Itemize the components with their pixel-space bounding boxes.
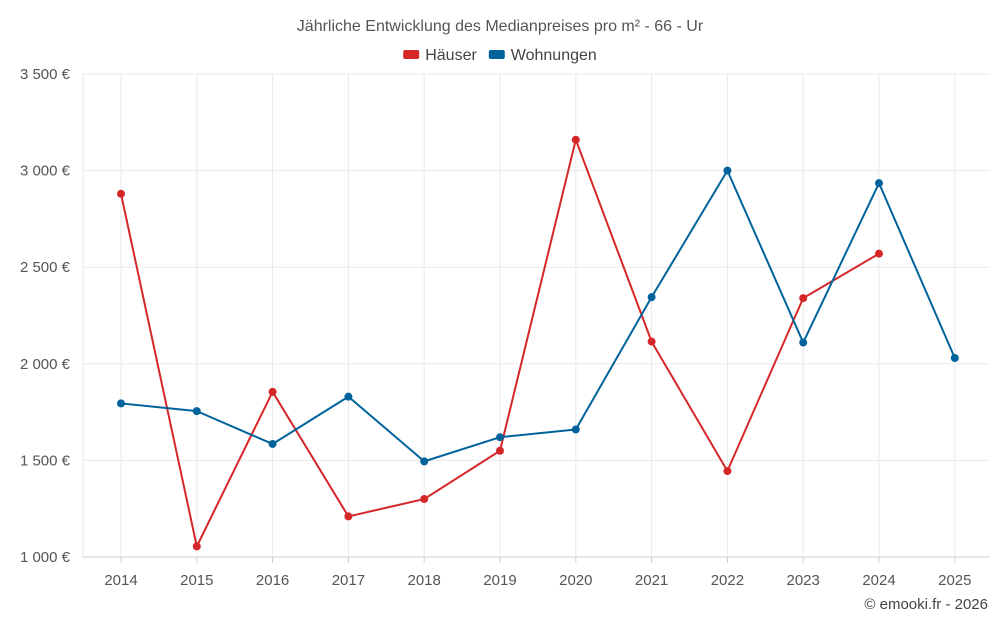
data-point[interactable] — [799, 338, 808, 347]
data-point[interactable] — [496, 446, 504, 455]
data-point[interactable] — [344, 392, 353, 401]
x-tick-label: 2019 — [483, 572, 516, 589]
x-tick-label: 2017 — [332, 572, 365, 589]
y-tick-label: 3 500 € — [20, 66, 71, 83]
data-point[interactable] — [420, 495, 429, 504]
data-point[interactable] — [723, 467, 732, 476]
data-point[interactable] — [571, 135, 580, 144]
chart-title: Jährliche Entwicklung des Medianpreises … — [297, 18, 704, 35]
legend-label: Häuser — [425, 47, 477, 64]
data-point[interactable] — [344, 512, 353, 521]
x-tick-label: 2020 — [559, 572, 592, 589]
y-tick-label: 3 000 € — [20, 163, 71, 180]
x-tick-label: 2022 — [711, 572, 744, 589]
data-point[interactable] — [192, 542, 201, 551]
series-1 — [117, 166, 959, 466]
legend-item-1[interactable]: Wohnungen — [488, 47, 597, 64]
x-tick-label: 2018 — [408, 572, 441, 589]
credit: © emooki.fr - 2026 — [864, 596, 988, 613]
y-tick-label: 1 000 € — [20, 549, 71, 566]
data-point[interactable] — [799, 294, 808, 303]
data-point[interactable] — [117, 399, 125, 408]
legend-swatch — [403, 50, 420, 59]
series-line — [120, 169, 956, 463]
data-point[interactable] — [647, 337, 656, 346]
data-point[interactable] — [268, 387, 277, 396]
x-tick-label: 2016 — [256, 572, 289, 589]
x-tick-label: 2025 — [938, 572, 971, 589]
x-tick-label: 2024 — [862, 572, 895, 589]
y-tick-label: 2 500 € — [20, 259, 71, 276]
x-tick-label: 2021 — [635, 572, 668, 589]
data-point[interactable] — [950, 354, 959, 363]
y-tick-label: 2 000 € — [20, 356, 71, 373]
y-axis: 1 000 € 1 500 € 2 000 € 2 500 € 3 000 € 3 500… — [20, 66, 71, 566]
x-tick-label: 2014 — [104, 572, 137, 589]
data-point[interactable] — [496, 433, 504, 442]
y-tick-label: 1 500 € — [20, 452, 71, 469]
legend: Häuser Wohnungen — [403, 47, 597, 64]
legend-item-0[interactable]: Häuser — [403, 47, 477, 64]
series-0 — [117, 135, 883, 551]
legend-swatch — [488, 50, 505, 59]
data-point[interactable] — [647, 293, 656, 302]
data-point[interactable] — [420, 457, 429, 466]
x-axis: 2014 2015 2016 2017 2018 2019 2020 2021 2022 2023… — [104, 557, 971, 589]
gridlines — [82, 73, 990, 558]
data-point[interactable] — [875, 179, 883, 188]
data-point[interactable] — [723, 166, 732, 175]
legend-label: Wohnungen — [511, 47, 597, 64]
x-tick-label: 2023 — [787, 572, 820, 589]
series — [117, 135, 959, 551]
data-point[interactable] — [268, 439, 277, 448]
data-point[interactable] — [571, 425, 580, 434]
x-tick-label: 2015 — [180, 572, 213, 589]
data-point[interactable] — [117, 189, 125, 198]
data-point[interactable] — [192, 407, 201, 416]
data-point[interactable] — [875, 249, 883, 258]
